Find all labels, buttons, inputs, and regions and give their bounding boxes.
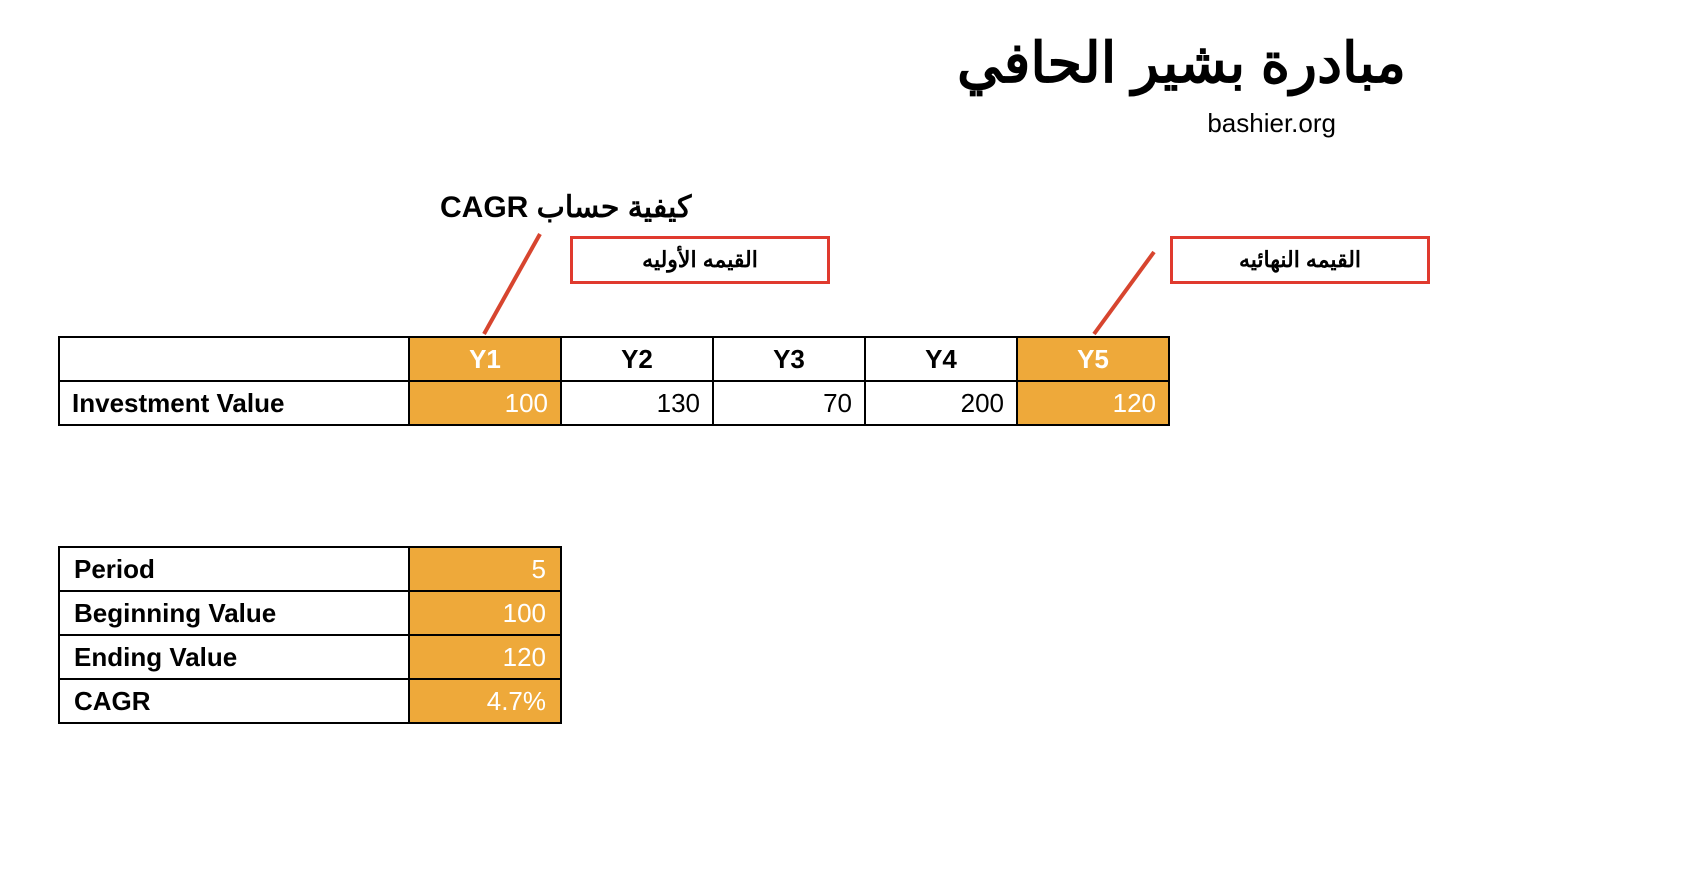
table-row: Beginning Value 100 — [59, 591, 561, 635]
summary-table: Period 5 Beginning Value 100 Ending Valu… — [58, 546, 562, 724]
value-cell: 130 — [561, 381, 713, 425]
callout-final-value: القيمه النهائيه — [1170, 236, 1430, 284]
table-row: Ending Value 120 — [59, 635, 561, 679]
row-label: Period — [59, 547, 409, 591]
table-corner-cell — [59, 337, 409, 381]
connector-final — [0, 0, 1686, 872]
page-header: مبادرة بشير الحافي bashier.org — [957, 30, 1406, 139]
row-label: Ending Value — [59, 635, 409, 679]
column-header: Y1 — [409, 337, 561, 381]
column-header: Y5 — [1017, 337, 1169, 381]
table-row: CAGR 4.7% — [59, 679, 561, 723]
page-subtitle: bashier.org — [957, 108, 1336, 139]
value-cell: 100 — [409, 591, 561, 635]
value-cell: 200 — [865, 381, 1017, 425]
callout-initial-value: القيمه الأوليه — [570, 236, 830, 284]
row-label: Investment Value — [59, 381, 409, 425]
column-header: Y2 — [561, 337, 713, 381]
row-label: CAGR — [59, 679, 409, 723]
section-heading: كيفية حساب CAGR — [440, 190, 691, 225]
value-cell: 120 — [1017, 381, 1169, 425]
page-title: مبادرة بشير الحافي — [957, 30, 1406, 96]
table-row: Period 5 — [59, 547, 561, 591]
table-row: Investment Value 100 130 70 200 120 — [59, 381, 1169, 425]
table-row: Y1 Y2 Y3 Y4 Y5 — [59, 337, 1169, 381]
connector-initial — [0, 0, 1686, 872]
value-cell: 4.7% — [409, 679, 561, 723]
value-cell: 70 — [713, 381, 865, 425]
value-cell: 5 — [409, 547, 561, 591]
column-header: Y4 — [865, 337, 1017, 381]
investment-table: Y1 Y2 Y3 Y4 Y5 Investment Value 100 130 … — [58, 336, 1170, 426]
column-header: Y3 — [713, 337, 865, 381]
value-cell: 100 — [409, 381, 561, 425]
row-label: Beginning Value — [59, 591, 409, 635]
value-cell: 120 — [409, 635, 561, 679]
